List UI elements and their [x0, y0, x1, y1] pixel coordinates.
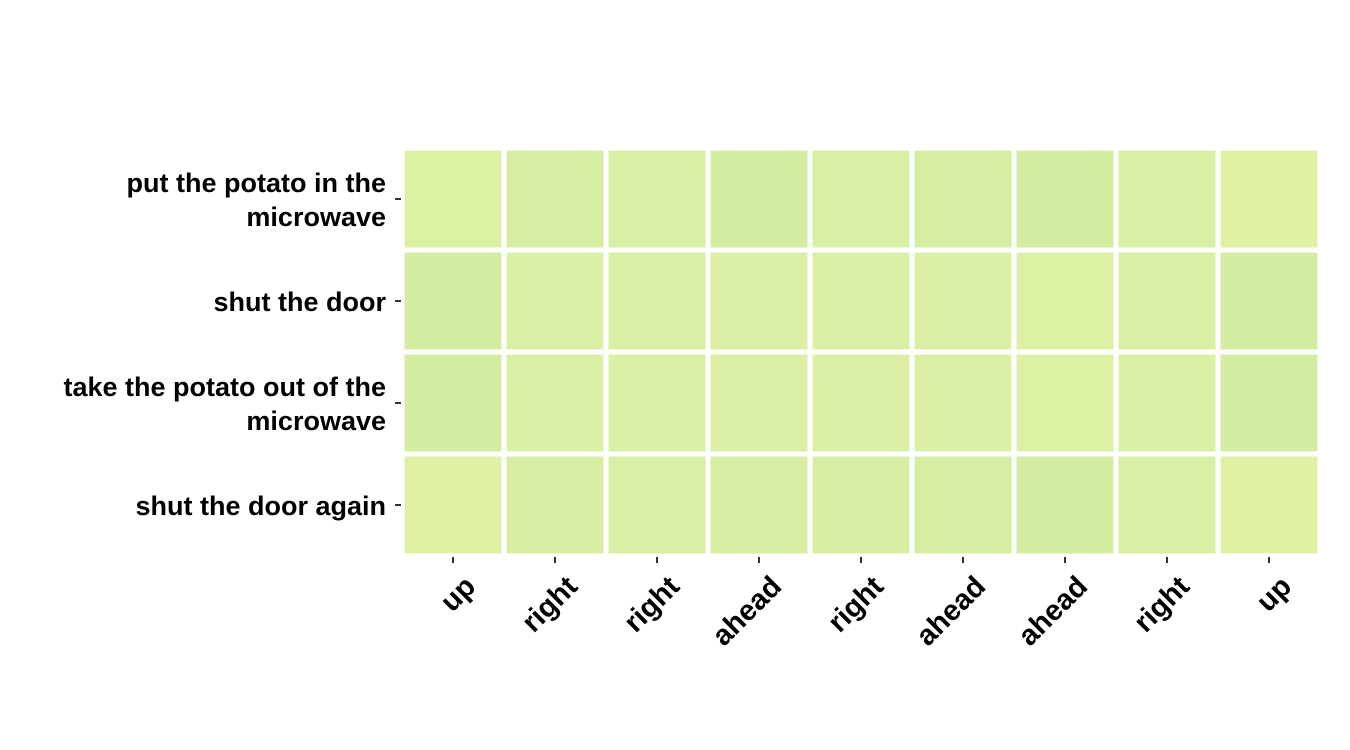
- heatmap-cell: [909, 145, 1017, 253]
- heatmap-cell: [807, 145, 915, 253]
- x-tick-label: right: [516, 570, 584, 638]
- y-tick-label-line: take the potato out of the: [64, 372, 386, 402]
- y-tick-label: shut the door: [214, 287, 387, 317]
- heatmap-cell: [501, 145, 609, 253]
- x-tick-label: ahead: [1012, 570, 1094, 652]
- heatmap-cell: [705, 145, 813, 253]
- heatmap-cell: [807, 247, 915, 355]
- heatmap-cell: [1113, 247, 1221, 355]
- x-tick-label: right: [1128, 570, 1196, 638]
- heatmap-cell: [1011, 451, 1119, 559]
- heatmap-cell: [1215, 247, 1323, 355]
- heatmap-cell: [1011, 145, 1119, 253]
- heatmap-cell: [399, 349, 507, 457]
- heatmap-cell: [603, 247, 711, 355]
- heatmap-cell: [399, 451, 507, 559]
- x-axis: up right right ahead right ahead ahead right up: [434, 557, 1298, 652]
- heatmap-cell: [603, 451, 711, 559]
- y-tick-label: take the potato out of the microwave: [64, 372, 386, 436]
- y-tick-label-line: microwave: [246, 202, 386, 232]
- heatmap-cell: [1113, 145, 1221, 253]
- y-axis: put the potato in the microwave shut the d…: [64, 168, 401, 521]
- heatmap-cell: [1113, 349, 1221, 457]
- heatmap-cell: [909, 451, 1017, 559]
- heatmap-cell: [501, 451, 609, 559]
- heatmap-cell: [807, 349, 915, 457]
- y-tick-label: shut the door again: [135, 491, 386, 521]
- heatmap-cell: [1011, 247, 1119, 355]
- heatmap-cell: [705, 451, 813, 559]
- y-tick-label-line: microwave: [246, 406, 386, 436]
- heatmap-cells: [399, 145, 1323, 559]
- x-tick-label: up: [1250, 570, 1298, 618]
- heatmap-cell: [807, 451, 915, 559]
- heatmap-cell: [1215, 451, 1323, 559]
- heatmap-cell: [399, 145, 507, 253]
- x-tick-label: ahead: [706, 570, 788, 652]
- heatmap-cell: [1215, 349, 1323, 457]
- heatmap-cell: [1113, 451, 1221, 559]
- heatmap-cell: [1215, 145, 1323, 253]
- x-tick-label: right: [822, 570, 890, 638]
- heatmap-cell: [501, 349, 609, 457]
- heatmap-cell: [603, 349, 711, 457]
- y-tick-label-line: shut the door: [214, 287, 387, 317]
- y-tick-label-line: put the potato in the: [127, 168, 386, 198]
- y-tick-label: put the potato in the microwave: [127, 168, 386, 232]
- x-tick-label: right: [618, 570, 686, 638]
- heatmap-cell: [603, 145, 711, 253]
- heatmap-cell: [1011, 349, 1119, 457]
- heatmap-cell: [909, 349, 1017, 457]
- heatmap-cell: [909, 247, 1017, 355]
- heatmap-cell: [705, 349, 813, 457]
- x-tick-label: up: [434, 570, 482, 618]
- heatmap-cell: [501, 247, 609, 355]
- y-tick-label-line: shut the door again: [135, 491, 386, 521]
- x-tick-label: ahead: [910, 570, 992, 652]
- heatmap-cell: [705, 247, 813, 355]
- heatmap-cell: [399, 247, 507, 355]
